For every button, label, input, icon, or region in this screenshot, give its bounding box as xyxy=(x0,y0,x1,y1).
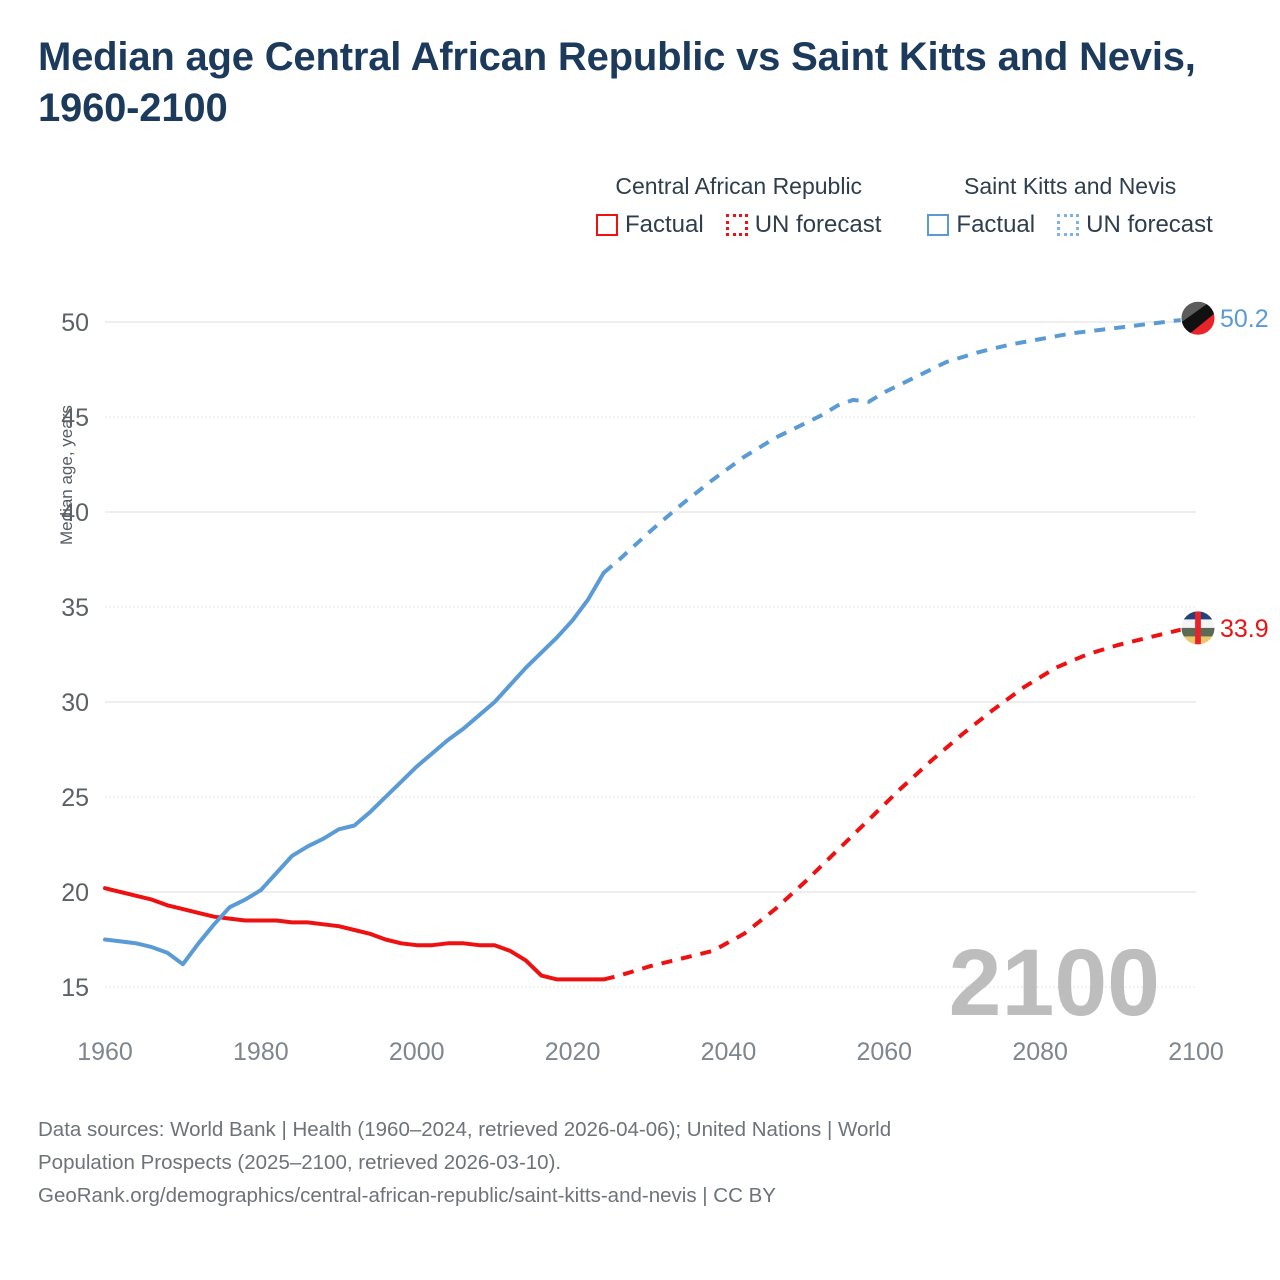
series-line-forecast-car xyxy=(603,625,1197,982)
y-axis-tick-label: 15 xyxy=(61,974,89,1002)
legend-item-car-factual[interactable]: Factual xyxy=(596,211,704,239)
x-axis-tick-label: 1980 xyxy=(233,1038,289,1066)
x-axis-tick-label: 1960 xyxy=(77,1038,133,1066)
x-axis-tick-label: 2020 xyxy=(545,1038,601,1066)
y-axis-tick-label: 25 xyxy=(61,784,89,812)
x-axis-tick-label: 2000 xyxy=(389,1038,445,1066)
chart-gridlines xyxy=(105,321,1196,988)
endpoint-label-central-african-republic: 33.9 xyxy=(1220,615,1269,643)
legend-group-car: Central African Republic Factual UN fore… xyxy=(596,172,881,239)
y-axis-tick-label: 40 xyxy=(61,499,89,527)
legend-swatch-solid-red-icon xyxy=(596,213,618,236)
legend-item-label: Factual xyxy=(625,210,704,238)
central-african-republic-flag-icon xyxy=(1180,610,1216,646)
chart-footer: Data sources: World Bank | Health (1960–… xyxy=(38,1113,1238,1213)
x-axis-tick-label: 2060 xyxy=(856,1038,912,1066)
legend-item-label: UN forecast xyxy=(754,210,882,238)
y-axis-tick-label: 35 xyxy=(61,594,89,622)
chart-svg: 15 20 25 30 35 40 45 50 1960 1980 2000 2020 2040 206… xyxy=(61,300,1269,1066)
chart-endpoint-layer: 50.2 33.9 xyxy=(1180,300,1269,646)
y-axis-tick-label: 30 xyxy=(61,689,89,717)
chart-legend: Central African Republic Factual UN fore… xyxy=(596,172,1213,239)
x-axis-tick-labels: 1960 1980 2000 2020 2040 2060 2080 2100 xyxy=(77,1038,1224,1066)
y-axis-tick-label: 20 xyxy=(61,879,89,907)
legend-item-car-forecast[interactable]: UN forecast xyxy=(725,210,882,239)
legend-item-label: Factual xyxy=(956,210,1036,238)
legend-item-skn-factual[interactable]: Factual xyxy=(927,211,1035,239)
footer-sources-line-1: Data sources: World Bank | Health (1960–… xyxy=(38,1118,892,1141)
footer-sources-line-2: Population Prospects (2025–2100, retriev… xyxy=(38,1151,562,1175)
y-axis-tick-label: 45 xyxy=(61,404,89,432)
legend-swatch-dotted-blue-icon xyxy=(1057,213,1080,236)
legend-group-skn: Saint Kitts and Nevis Factual UN forecas… xyxy=(927,172,1213,239)
x-axis-tick-label: 2040 xyxy=(701,1038,757,1066)
legend-swatch-solid-blue-icon xyxy=(927,213,950,236)
footer-attribution: GeoRank.org/demographics/central-african… xyxy=(38,1184,776,1208)
series-line-factual-car xyxy=(103,886,606,982)
legend-country-name: Central African Republic xyxy=(615,173,863,199)
year-watermark: 2100 xyxy=(949,930,1160,1036)
x-axis-tick-label: 2080 xyxy=(1012,1038,1068,1066)
x-axis-tick-label: 2100 xyxy=(1168,1038,1224,1066)
legend-country-name: Saint Kitts and Nevis xyxy=(964,173,1177,199)
chart-series-layer xyxy=(103,316,1197,982)
legend-item-skn-forecast[interactable]: UN forecast xyxy=(1057,211,1213,239)
y-axis-tick-label: 50 xyxy=(61,309,89,337)
legend-item-label: UN forecast xyxy=(1086,210,1213,238)
saint-kitts-and-nevis-flag-icon xyxy=(1180,300,1216,336)
series-line-factual-skn xyxy=(103,570,606,967)
legend-swatch-dotted-red-icon xyxy=(725,213,748,236)
page-title: Median age Central African Republic vs S… xyxy=(38,35,1196,131)
y-axis-tick-labels: 15 20 25 30 35 40 45 50 xyxy=(61,309,89,1002)
series-line-forecast-skn xyxy=(602,316,1197,575)
chart-plot-area: 15 20 25 30 35 40 45 50 1960 1980 2000 2020 2040 206… xyxy=(0,270,1280,1080)
endpoint-label-saint-kitts: 50.2 xyxy=(1220,305,1269,333)
